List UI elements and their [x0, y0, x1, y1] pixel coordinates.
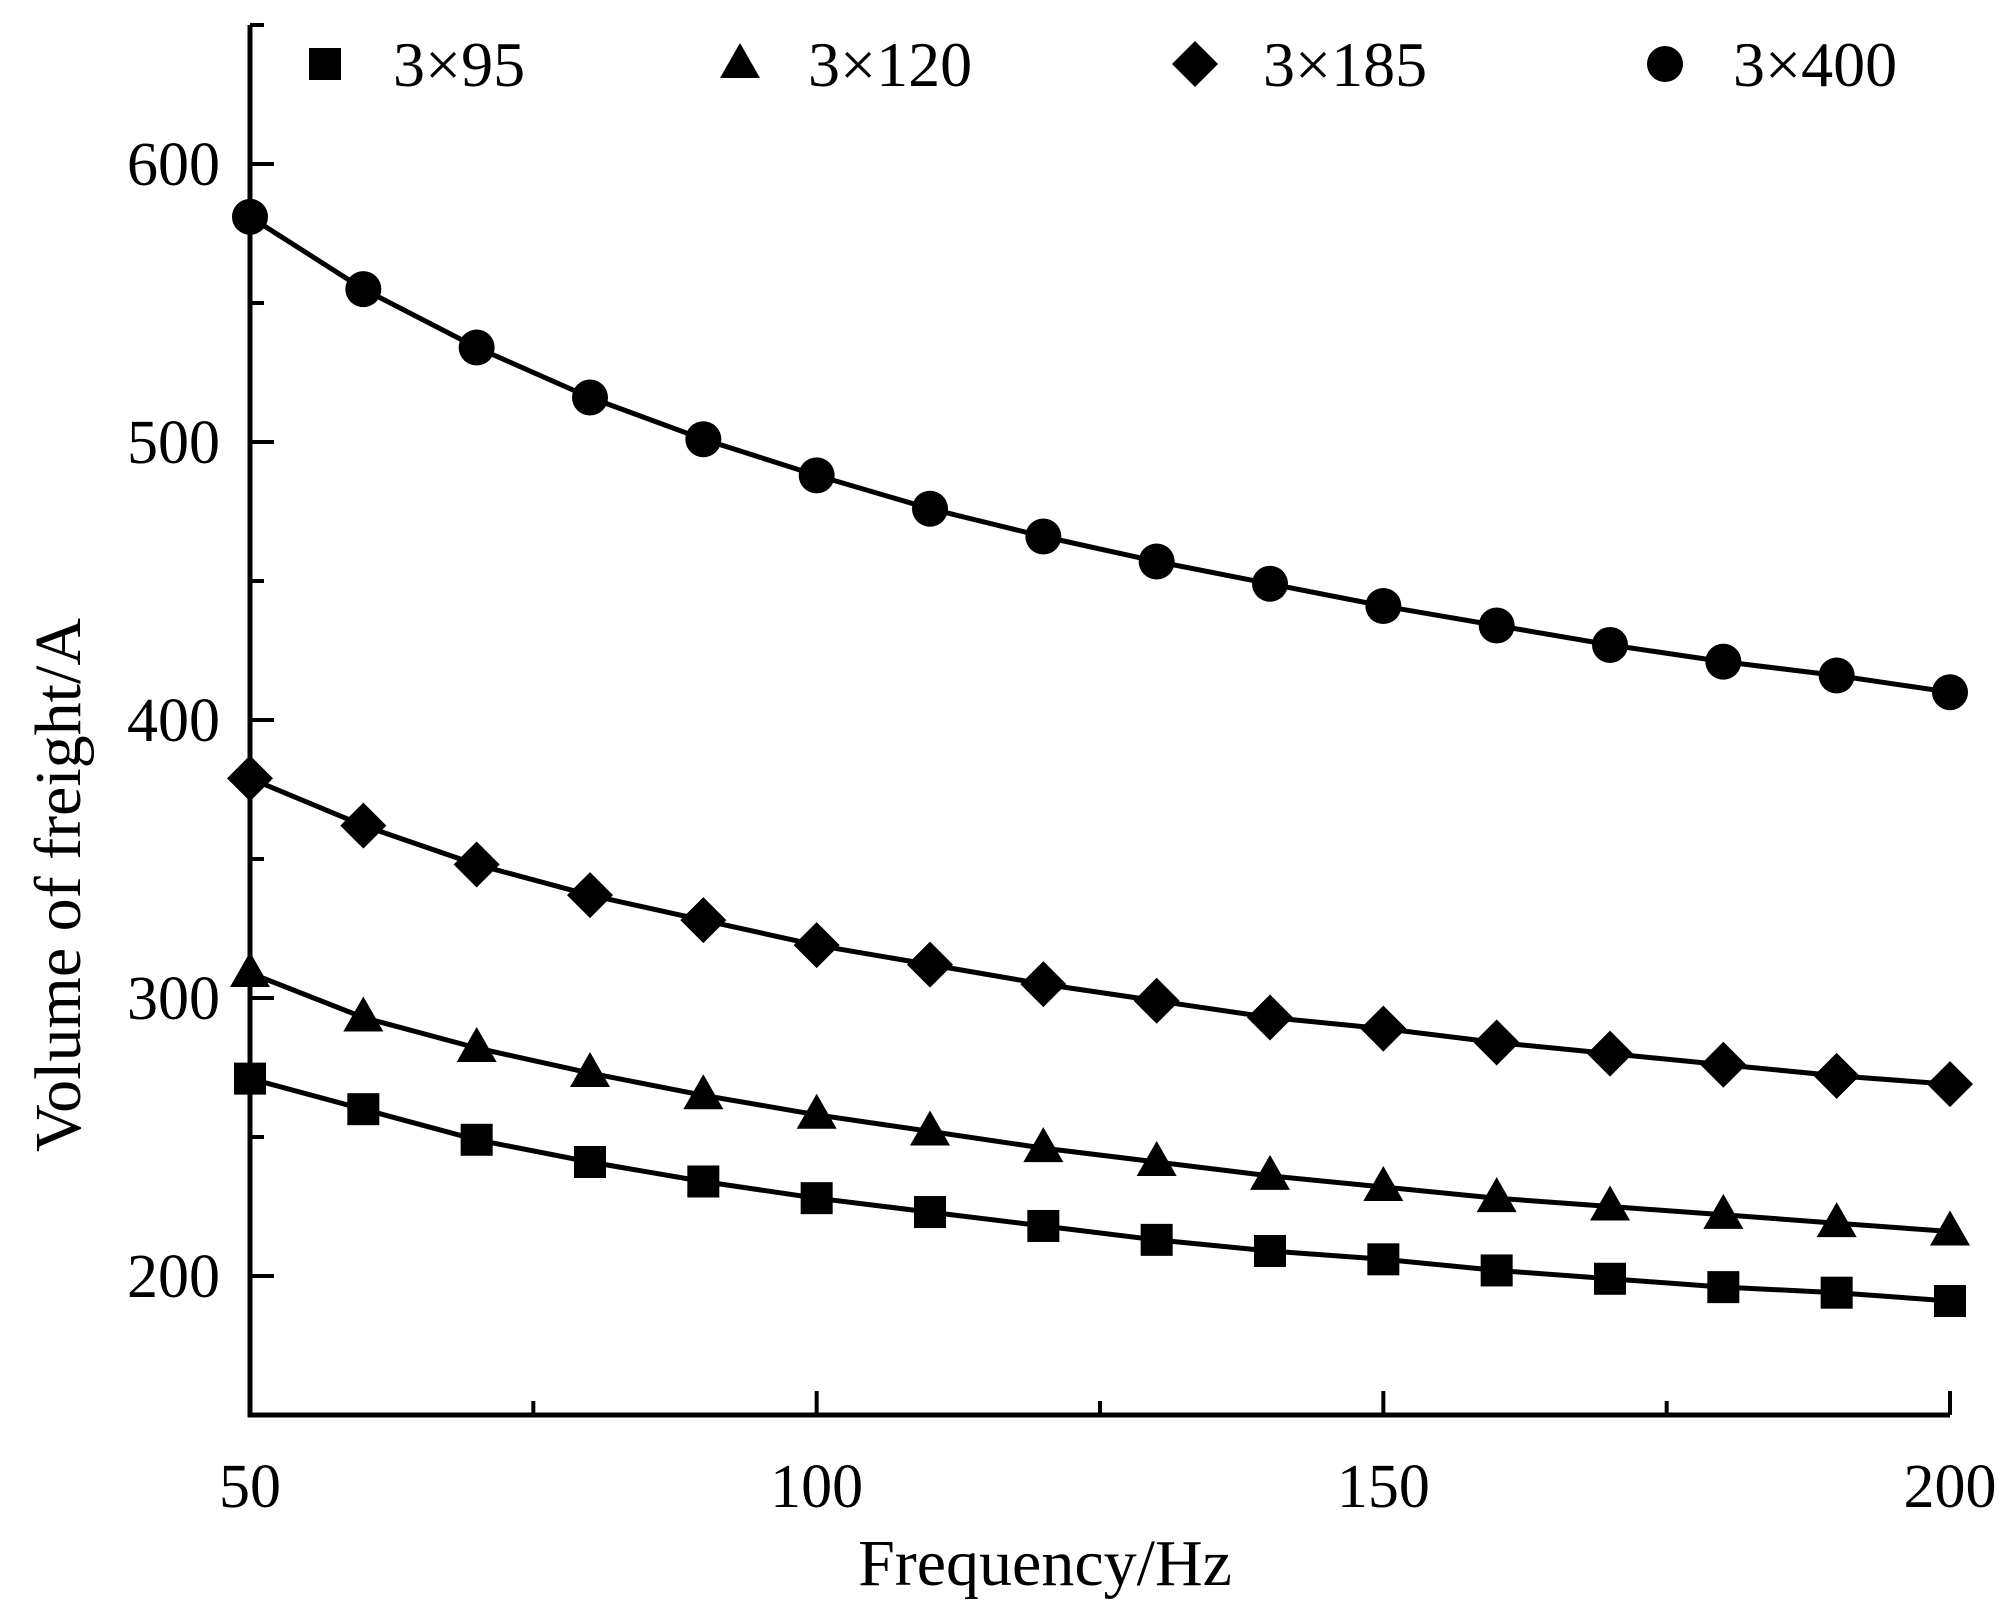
data-point [1707, 1271, 1740, 1304]
axes: 50 100 150 200 200 300 400 500 600 [127, 23, 1997, 1521]
data-point [343, 996, 384, 1032]
series-line [249, 970, 1951, 1234]
data-point [1023, 1127, 1064, 1163]
x-tick-label: 100 [770, 1453, 863, 1521]
data-point [1934, 1285, 1966, 1318]
data-point [1700, 1041, 1747, 1088]
legend-label: 3×400 [1733, 29, 1897, 100]
series-line [248, 214, 1951, 695]
legend-entry: 3×185 [1172, 29, 1427, 100]
data-point [567, 872, 613, 919]
data-point [912, 490, 948, 527]
data-point [683, 1074, 724, 1110]
data-point [456, 1027, 497, 1063]
data-point [1930, 1210, 1970, 1246]
data-point [1367, 1243, 1400, 1276]
data-point [1250, 1154, 1290, 1190]
data-point [800, 1182, 833, 1215]
data-point [1136, 1141, 1177, 1177]
series-diamond [227, 755, 1973, 1108]
y-tick-label: 300 [127, 965, 220, 1033]
data-point [685, 421, 722, 458]
data-point [453, 841, 500, 888]
legend-marker [1172, 41, 1218, 87]
x-axis-title: Frequency/Hz [858, 1527, 1232, 1600]
data-point [1138, 543, 1175, 580]
data-point [570, 1052, 610, 1088]
series-line [249, 776, 1951, 1087]
x-tick-label: 50 [219, 1453, 281, 1521]
series-layer [227, 198, 1973, 1318]
data-point [1363, 1166, 1404, 1202]
data-point [1813, 1052, 1860, 1099]
x-tick-label: 150 [1337, 1453, 1430, 1521]
data-point [1932, 674, 1968, 711]
data-point [798, 457, 835, 494]
legend-marker [720, 43, 760, 78]
legend-marker [1647, 46, 1683, 82]
data-point [1140, 1223, 1173, 1256]
data-point [1254, 1234, 1286, 1267]
data-point [1818, 657, 1855, 694]
data-point [1025, 518, 1062, 555]
data-point [1252, 565, 1288, 602]
data-point [1816, 1202, 1857, 1238]
legend-entry: 3×400 [1647, 29, 1897, 100]
data-point [458, 329, 495, 366]
data-point [1473, 1019, 1520, 1066]
data-point [793, 922, 840, 969]
series-circle [232, 198, 1968, 711]
y-tick-label: 600 [127, 131, 220, 199]
data-point [572, 379, 608, 416]
legend-entry: 3×95 [309, 29, 525, 100]
data-point [1592, 626, 1628, 663]
data-point [1027, 1209, 1060, 1242]
data-point [1476, 1177, 1517, 1213]
data-point [910, 1110, 950, 1146]
data-point [1365, 588, 1402, 625]
data-point [1247, 994, 1293, 1041]
data-point [345, 271, 382, 308]
data-point [687, 1165, 720, 1198]
data-point [347, 1093, 380, 1126]
legend-marker [309, 48, 341, 80]
data-point [680, 897, 727, 944]
data-point [1360, 1005, 1407, 1052]
series-triangle [230, 951, 1970, 1246]
legend-entry: 3×120 [720, 29, 972, 100]
data-point [1820, 1276, 1853, 1309]
data-point [460, 1123, 493, 1156]
data-point [914, 1196, 946, 1229]
data-point [1705, 643, 1742, 680]
legend: 3×95 3×120 3×185 3×400 [309, 29, 1897, 100]
data-point [1478, 607, 1515, 644]
data-point [1480, 1254, 1513, 1287]
series-line [249, 1076, 1951, 1304]
legend-label: 3×185 [1263, 29, 1427, 100]
y-tick-label: 500 [127, 409, 220, 477]
data-point [1927, 1061, 1973, 1108]
data-point [1133, 977, 1180, 1024]
data-point [1587, 1030, 1633, 1077]
data-point [574, 1146, 606, 1179]
data-point [1020, 961, 1067, 1008]
legend-label: 3×95 [393, 29, 525, 100]
series-square [234, 1062, 1966, 1318]
data-point [1703, 1193, 1744, 1229]
data-point [796, 1093, 837, 1129]
y-tick-label: 200 [127, 1243, 220, 1311]
y-tick-label: 400 [127, 687, 220, 755]
y-axis-title: Volume of freight/A [22, 618, 95, 1152]
data-point [907, 941, 953, 988]
data-point [1594, 1262, 1626, 1295]
x-tick-label: 200 [1904, 1453, 1997, 1521]
data-point [340, 802, 387, 849]
legend-label: 3×120 [808, 29, 972, 100]
data-point [1590, 1185, 1630, 1221]
